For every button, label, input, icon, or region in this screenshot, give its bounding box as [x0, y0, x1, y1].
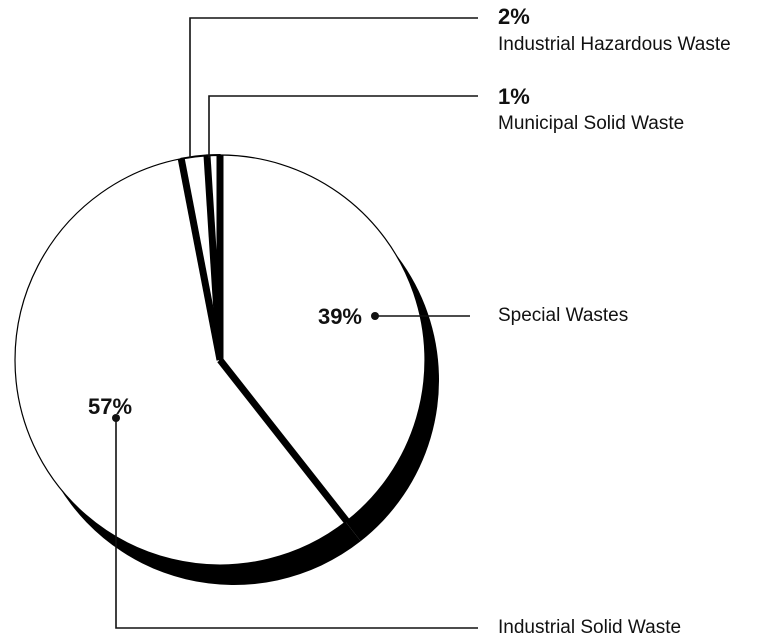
category-label: Industrial Solid Waste — [498, 617, 681, 637]
value-label: 57% — [88, 394, 132, 419]
leader-dot — [371, 312, 379, 320]
category-label: Industrial Hazardous Waste — [498, 34, 731, 55]
category-label: Special Wastes — [498, 305, 628, 326]
slice-edge — [177, 158, 224, 361]
slice-edge — [203, 155, 224, 361]
leader-dot — [112, 414, 120, 422]
value-label: 1% — [498, 84, 530, 109]
leader-line — [208, 95, 478, 158]
leader-line — [115, 418, 478, 629]
category-label: Municipal Solid Waste — [498, 113, 684, 134]
slice — [14, 158, 348, 566]
slice — [219, 154, 426, 522]
slice-edge — [217, 357, 350, 524]
leader-line — [189, 17, 478, 158]
value-label: 2% — [498, 4, 530, 29]
value-label: 39% — [318, 304, 362, 329]
